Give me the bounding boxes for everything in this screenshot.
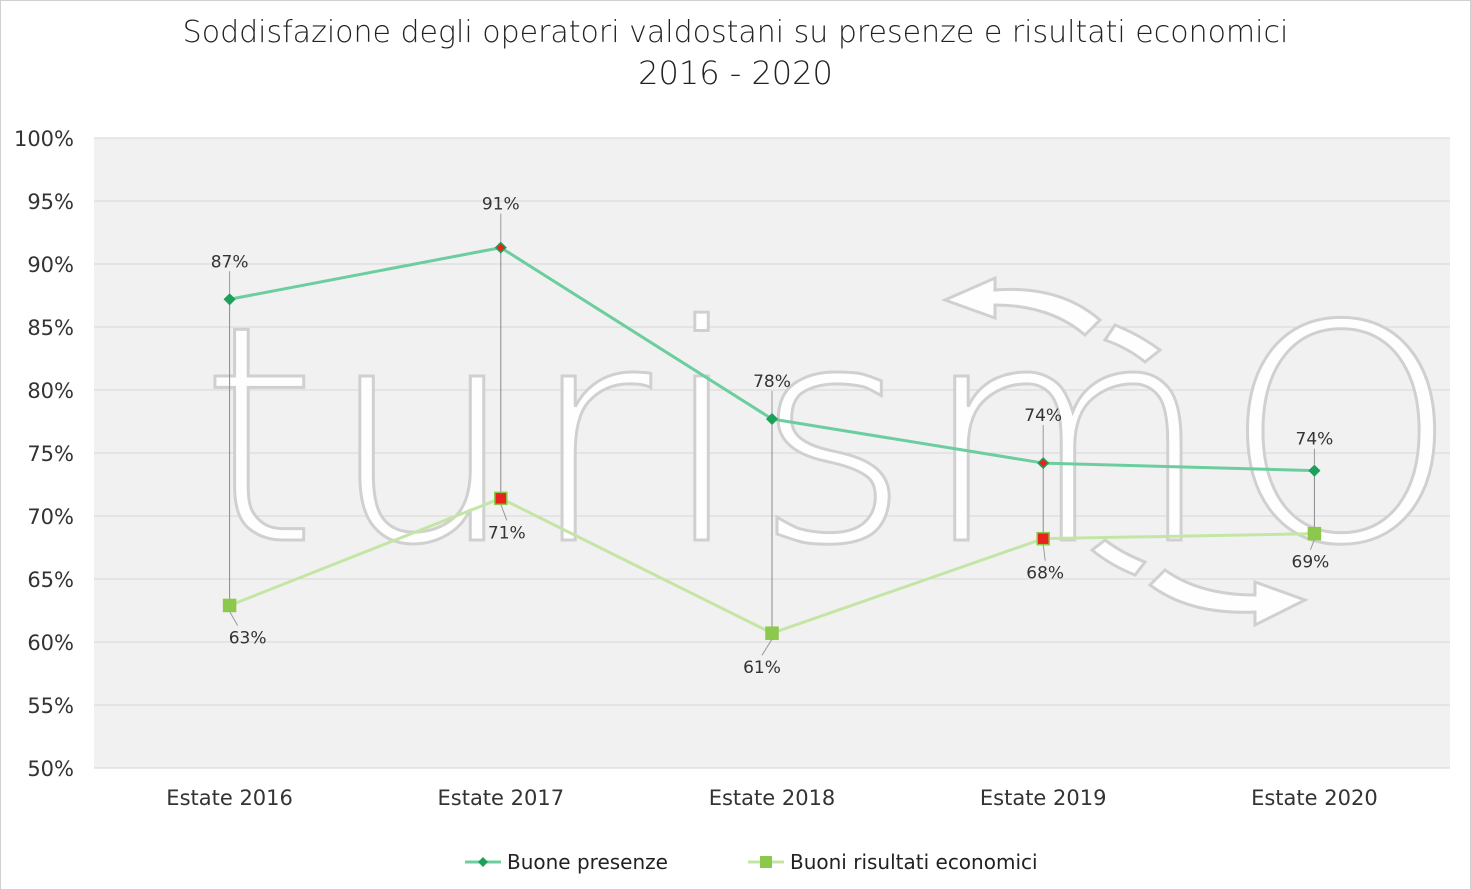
legend-marker-diamond [478,857,488,867]
y-tick-label: 60% [27,631,74,655]
data-point-diamond [494,241,507,254]
data-point-square [1307,526,1322,541]
data-label: 78% [753,372,791,392]
y-tick-label: 50% [27,757,74,781]
y-tick-label: 70% [27,505,74,529]
label-leader-line [1042,544,1046,561]
y-tick-label: 90% [27,253,74,277]
watermark-arrow-bottom [1147,568,1309,628]
series-group [222,241,1322,640]
y-tick-label: 95% [27,190,74,214]
watermark-arrow-bottom-dash [1089,538,1148,577]
drop-lines [229,247,1315,634]
y-tick-label: 85% [27,316,74,340]
data-label: 69% [1292,553,1330,573]
data-point-diamond [1308,464,1321,477]
watermark-text: turismOK [200,262,1471,611]
legend: Buone presenze Buoni risultati economici [465,850,1038,874]
x-category-label: Estate 2019 [980,786,1107,810]
data-point-square [494,491,508,506]
data-label: 61% [743,658,781,678]
data-label: 63% [229,628,267,648]
x-category-label: Estate 2020 [1251,786,1378,810]
data-point-square [765,626,779,640]
y-tick-label: 55% [27,694,74,718]
chart-title-text: Soddisfazione degli operatori valdostani… [182,15,1289,50]
grid-lines [94,137,1450,769]
data-point-diamond [765,412,779,426]
legend-label: Buone presenze [507,850,668,874]
data-label: 71% [488,523,526,543]
data-label: 91% [482,195,520,215]
x-category-label: Estate 2018 [709,786,836,810]
y-axis-ticks: 50% 55% 60% 65% 70% 75% 80% 85% 90% 95% 100% [14,127,74,781]
label-leader-line [500,504,508,521]
data-label: 74% [1024,406,1062,426]
label-leader-line [761,638,773,656]
watermark-arrow-top-dash [1102,323,1163,364]
y-tick-label: 100% [14,127,74,151]
data-labels: 87% 91% 78% 74% 74% 63% 71% 61% 68% 69% [211,195,1334,679]
legend-label: Buoni risultati economici [790,850,1038,874]
data-label: 87% [211,252,249,272]
label-leader-line [229,611,239,626]
data-label: 68% [1026,564,1064,584]
data-point-square [1036,531,1050,546]
x-category-label: Estate 2016 [166,786,293,810]
data-point-diamond [223,293,236,306]
chart-subtitle-text: 2016 - 2020 [638,54,833,92]
turismok-watermark: turismOK [199,261,1471,628]
y-tick-label: 80% [27,379,74,403]
data-point-diamond [1037,457,1050,470]
watermark-arrow-top [940,275,1103,338]
x-category-label: Estate 2017 [438,786,565,810]
legend-marker-square [760,856,772,868]
y-tick-label: 65% [27,568,74,592]
chart-title: Soddisfazione degli operatori valdostani… [0,14,1471,94]
x-axis-categories: Estate 2016 Estate 2017 Estate 2018 Estate … [166,786,1377,810]
y-tick-label: 75% [27,442,74,466]
label-leader-line [1309,539,1315,550]
data-point-square [222,598,237,613]
data-label: 74% [1296,430,1334,450]
